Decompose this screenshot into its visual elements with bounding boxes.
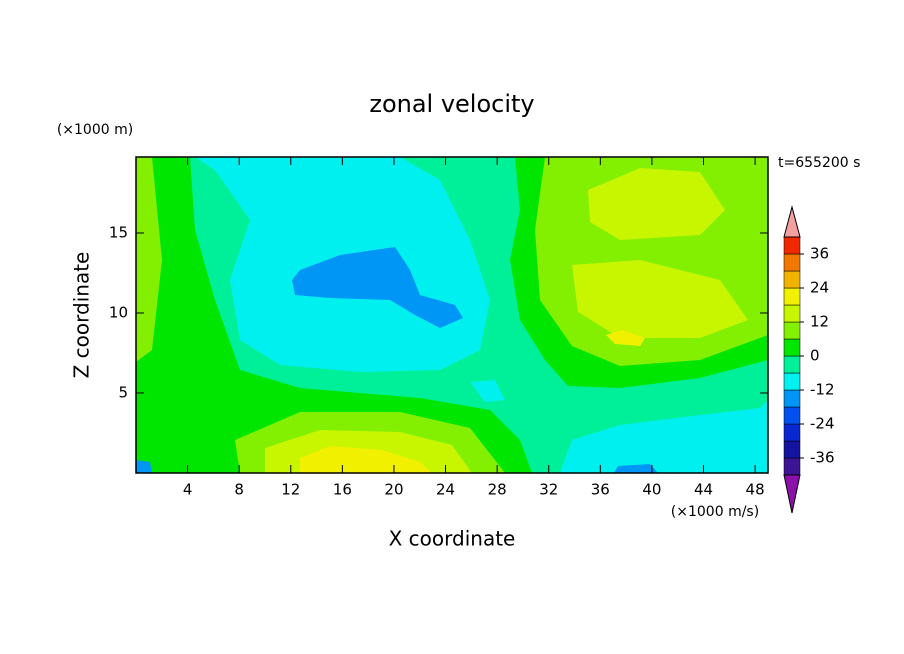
colorbar-tick-label: -36 bbox=[810, 449, 835, 467]
colorbar-tick-label: 36 bbox=[810, 245, 829, 263]
colorbar-tick-label: -24 bbox=[810, 415, 835, 433]
x-axis-title: X coordinate bbox=[389, 527, 516, 551]
contour-region bbox=[614, 464, 658, 473]
contour-region bbox=[560, 400, 768, 473]
y-unit-label: (×1000 m) bbox=[57, 122, 133, 138]
x-tick-label: 20 bbox=[384, 481, 403, 499]
x-tick-label: 36 bbox=[591, 481, 610, 499]
contour-region bbox=[572, 260, 748, 338]
y-axis-title: Z coordinate bbox=[70, 252, 94, 379]
y-tick-label: 5 bbox=[118, 384, 128, 402]
time-label: t=655200 s bbox=[778, 155, 860, 171]
x-tick-label: 44 bbox=[694, 481, 713, 499]
colorbar-over bbox=[783, 205, 801, 238]
x-tick-label: 32 bbox=[539, 481, 558, 499]
colorbar-under bbox=[783, 474, 801, 514]
colorbar-segment bbox=[783, 372, 801, 391]
colorbar-segment bbox=[783, 389, 801, 408]
x-tick-label: 12 bbox=[281, 481, 300, 499]
chart-title: zonal velocity bbox=[369, 90, 534, 118]
plot-frame bbox=[135, 156, 769, 474]
colorbar-segment bbox=[783, 236, 801, 255]
contour-region bbox=[136, 157, 532, 473]
colorbar-segment bbox=[783, 440, 801, 459]
x-tick-label: 16 bbox=[333, 481, 352, 499]
contour-region bbox=[470, 380, 505, 402]
colorbar-segment bbox=[783, 304, 801, 323]
x-tick-label: 4 bbox=[183, 481, 193, 499]
colorbar-segment bbox=[783, 338, 801, 357]
colorbar-tick-label: -12 bbox=[810, 381, 835, 399]
colorbar-segment bbox=[783, 270, 801, 289]
y-tick-label: 15 bbox=[109, 224, 128, 242]
colorbar-segment bbox=[783, 355, 801, 374]
colorbar-segment bbox=[783, 457, 801, 476]
colorbar-tick-label: 12 bbox=[810, 313, 829, 331]
contour-region bbox=[606, 330, 645, 346]
contour-region bbox=[300, 446, 432, 473]
contour-region bbox=[136, 157, 162, 362]
x-tick-label: 8 bbox=[234, 481, 244, 499]
colorbar-tick-label: 0 bbox=[810, 347, 820, 365]
x-tick-label: 24 bbox=[436, 481, 455, 499]
contour-region bbox=[136, 460, 152, 473]
colorbar-tick-label: 24 bbox=[810, 279, 829, 297]
y-tick-label: 10 bbox=[109, 304, 128, 322]
x-unit-label: (×1000 m/s) bbox=[671, 504, 759, 520]
colorbar-segment bbox=[783, 406, 801, 425]
contour-region bbox=[588, 168, 725, 240]
x-tick-label: 48 bbox=[746, 481, 765, 499]
colorbar-segment bbox=[783, 423, 801, 442]
colorbar-segment bbox=[783, 253, 801, 272]
colorbar-segment bbox=[783, 287, 801, 306]
x-tick-label: 28 bbox=[488, 481, 507, 499]
contour-field bbox=[136, 157, 768, 473]
colorbar-segment bbox=[783, 321, 801, 340]
x-tick-label: 40 bbox=[642, 481, 661, 499]
contour-region bbox=[292, 247, 463, 328]
